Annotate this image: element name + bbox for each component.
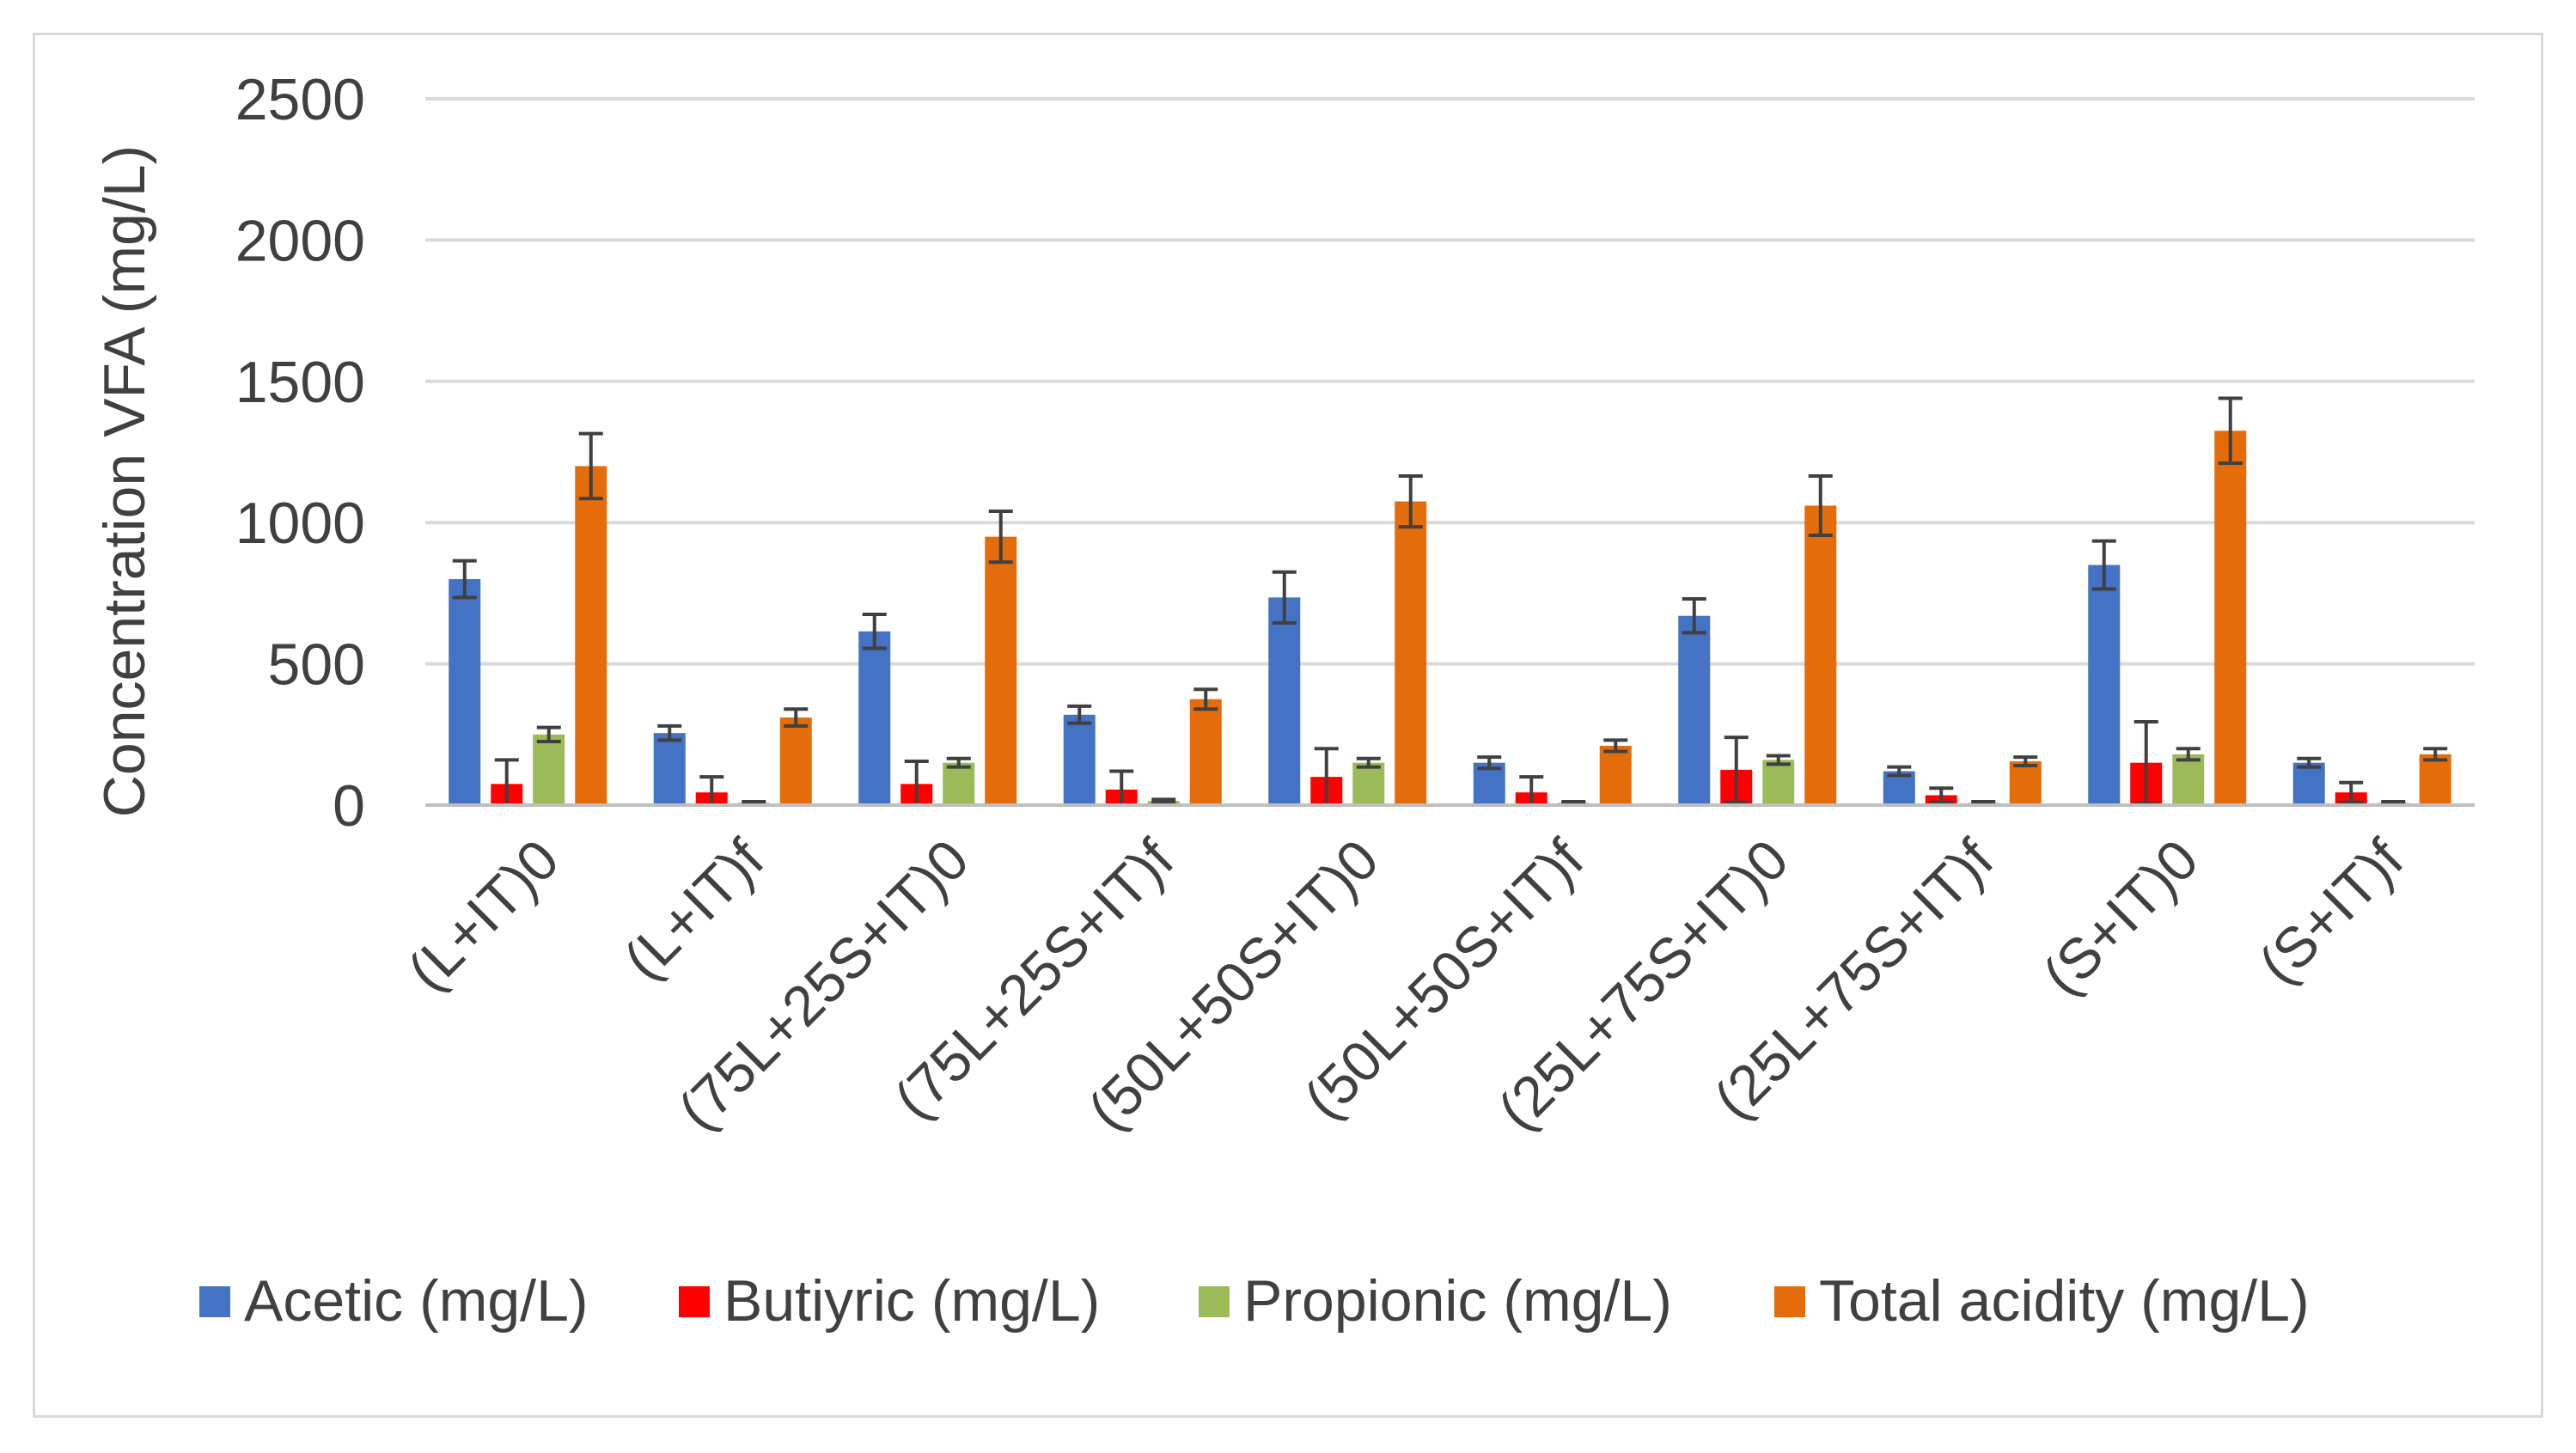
bar — [1063, 714, 1096, 805]
error-bar — [578, 431, 603, 501]
error-bar — [2013, 755, 2038, 767]
bar — [2172, 754, 2205, 805]
error-bar — [1398, 473, 1423, 529]
bar — [2009, 761, 2042, 805]
error-bar — [1808, 473, 1833, 537]
error-bar — [2297, 756, 2322, 769]
error-bar — [657, 723, 682, 742]
error-bar — [1766, 754, 1791, 766]
y-tick-label: 1000 — [235, 491, 365, 556]
bar — [533, 734, 565, 805]
legend-label: Total acidity (mg/L) — [1819, 1268, 2310, 1334]
y-axis-ticks: 0 500 1000 1500 2000 2500 — [235, 67, 365, 839]
legend-label: Propionic (mg/L) — [1243, 1268, 1672, 1334]
bar — [2214, 430, 2247, 805]
legend-item: Total acidity (mg/L) — [1774, 1268, 2310, 1334]
error-bar — [1193, 687, 1218, 711]
bar — [1804, 505, 1837, 805]
y-tick-label: 1500 — [235, 350, 365, 415]
error-bars — [452, 396, 2448, 807]
error-bar — [2423, 747, 2448, 762]
error-bar — [946, 756, 971, 769]
legend-swatch — [679, 1286, 710, 1317]
legend-swatch — [199, 1286, 230, 1317]
legend-item: Propionic (mg/L) — [1199, 1268, 1672, 1334]
error-bar — [2218, 396, 2243, 466]
error-bar — [1887, 765, 1912, 778]
bar — [2088, 565, 2121, 805]
bar — [985, 536, 1017, 805]
error-bar — [1603, 738, 1628, 754]
bar — [1599, 745, 1632, 805]
legend-swatch — [1774, 1286, 1805, 1317]
bar — [1762, 760, 1795, 805]
error-bar — [988, 510, 1013, 565]
x-tick-label: (S+IT)0 — [2030, 827, 2210, 1007]
x-tick-label: (L+IT)f — [612, 827, 777, 992]
bar — [779, 717, 812, 805]
bar — [449, 578, 481, 805]
bar — [2419, 754, 2451, 805]
legend: Acetic (mg/L) Butiyric (mg/L) Propionic (m… — [199, 1268, 2310, 1334]
bar — [2292, 762, 2325, 805]
error-bar — [1356, 756, 1381, 769]
y-tick-label: 500 — [268, 632, 365, 698]
error-bar — [862, 613, 887, 650]
error-bar — [2176, 747, 2201, 762]
bar — [1678, 615, 1711, 805]
error-bar — [452, 559, 477, 600]
error-bar — [1151, 797, 1176, 804]
legend-swatch — [1199, 1286, 1230, 1317]
bar — [1189, 699, 1222, 805]
error-bar — [1724, 736, 1749, 804]
bar — [653, 733, 686, 805]
bar — [575, 466, 607, 805]
bar — [1268, 597, 1301, 805]
error-bar — [1477, 755, 1502, 771]
x-tick-label: (S+IT)f — [2246, 827, 2415, 996]
error-bar — [1929, 786, 1954, 804]
error-bar — [784, 707, 809, 728]
x-tick-label: (L+IT)0 — [395, 827, 571, 1003]
error-bar — [536, 725, 561, 744]
bar — [1395, 501, 1427, 805]
bars — [449, 430, 2451, 805]
x-axis-category-labels: (L+IT)0 (L+IT)f(75L+25S+IT)0(75L+25S+IT)f… — [395, 827, 2415, 1142]
legend-item: Butiyric (mg/L) — [679, 1268, 1100, 1334]
error-bar — [1682, 596, 1706, 635]
bar — [943, 762, 975, 805]
error-bar — [1272, 570, 1297, 625]
bar — [858, 631, 891, 805]
legend-label: Acetic (mg/L) — [244, 1268, 589, 1334]
y-tick-label: 2500 — [235, 67, 365, 132]
y-tick-label: 2000 — [235, 208, 365, 273]
gridlines — [425, 97, 2475, 666]
error-bar — [2091, 539, 2116, 591]
legend-label: Butiyric (mg/L) — [723, 1268, 1100, 1334]
legend-item: Acetic (mg/L) — [199, 1268, 589, 1334]
y-tick-label: 0 — [333, 773, 365, 839]
y-axis-title: Concentration VFA (mg/L) — [92, 145, 157, 817]
error-bar — [2339, 780, 2364, 804]
error-bar — [1067, 704, 1092, 725]
bar — [1352, 762, 1385, 805]
